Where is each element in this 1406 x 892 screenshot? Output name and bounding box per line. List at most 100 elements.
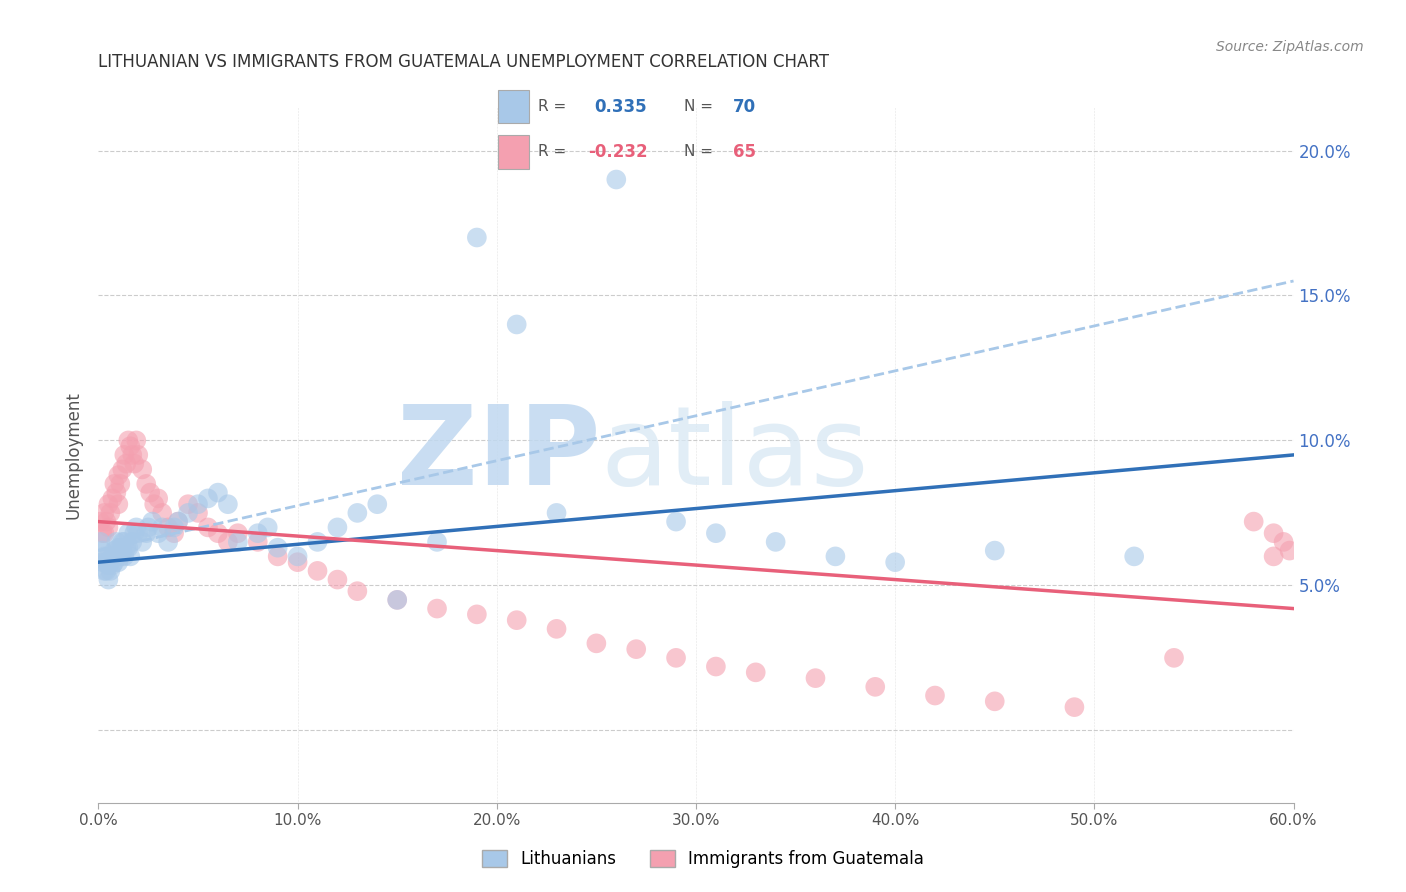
Point: [117, 541, 139, 555]
Text: atlas: atlas: [600, 401, 869, 508]
Point: [103, 476, 125, 491]
Point: [107, 468, 129, 483]
Point: [150, 506, 173, 520]
Point: [148, 526, 170, 541]
Point: [1278, 543, 1301, 558]
Point: [385, 592, 409, 607]
Point: [197, 520, 219, 534]
Point: [125, 434, 148, 448]
Point: [93, 526, 115, 541]
Point: [150, 520, 173, 534]
Point: [226, 534, 249, 549]
Point: [93, 506, 115, 520]
Point: [91, 555, 114, 569]
Point: [111, 534, 134, 549]
Point: [105, 485, 128, 500]
Point: [103, 555, 125, 569]
Point: [96, 564, 118, 578]
Point: [131, 534, 153, 549]
Point: [326, 573, 349, 587]
Point: [256, 520, 278, 534]
Point: [148, 491, 170, 506]
Point: [131, 462, 153, 476]
Point: [765, 534, 787, 549]
Point: [287, 549, 309, 564]
Point: [141, 515, 163, 529]
Point: [157, 534, 180, 549]
Point: [91, 543, 114, 558]
Point: [704, 526, 727, 541]
Point: [426, 601, 449, 615]
Point: [97, 558, 120, 573]
Point: [117, 434, 139, 448]
Point: [984, 694, 1007, 708]
Point: [307, 564, 329, 578]
Point: [267, 549, 290, 564]
Point: [704, 659, 727, 673]
Point: [465, 230, 488, 244]
Point: [100, 555, 122, 569]
Point: [426, 534, 449, 549]
Point: [97, 497, 120, 511]
Point: [100, 564, 122, 578]
Point: [665, 651, 688, 665]
Point: [167, 515, 190, 529]
Point: [112, 448, 135, 462]
Point: [125, 520, 148, 534]
Point: [546, 622, 568, 636]
Point: [101, 558, 124, 573]
Point: [96, 555, 118, 569]
Point: [506, 318, 529, 332]
Point: [110, 549, 132, 564]
Point: [665, 515, 688, 529]
Point: [246, 534, 269, 549]
Point: [110, 476, 132, 491]
Y-axis label: Unemployment: Unemployment: [65, 391, 83, 519]
Point: [93, 549, 115, 564]
Point: [111, 462, 134, 476]
Point: [91, 526, 114, 541]
Point: [105, 534, 128, 549]
Point: [127, 448, 149, 462]
Point: [101, 491, 124, 506]
Point: [110, 541, 132, 555]
Point: [366, 497, 388, 511]
Point: [143, 497, 166, 511]
Point: [307, 534, 329, 549]
Point: [984, 543, 1007, 558]
Point: [139, 485, 162, 500]
Point: [121, 448, 143, 462]
Text: 70: 70: [734, 98, 756, 116]
Point: [97, 573, 120, 587]
Point: [120, 549, 142, 564]
Point: [117, 526, 139, 541]
Point: [1263, 549, 1285, 564]
Point: [112, 549, 135, 564]
Point: [217, 534, 239, 549]
Point: [157, 520, 180, 534]
Point: [1163, 651, 1185, 665]
Point: [115, 457, 138, 471]
Point: [1243, 515, 1265, 529]
Text: R =: R =: [538, 145, 567, 160]
Point: [385, 592, 409, 607]
Text: LITHUANIAN VS IMMIGRANTS FROM GUATEMALA UNEMPLOYMENT CORRELATION CHART: LITHUANIAN VS IMMIGRANTS FROM GUATEMALA …: [98, 54, 830, 71]
Point: [135, 476, 157, 491]
Point: [97, 549, 120, 564]
Point: [626, 642, 648, 657]
Point: [124, 457, 146, 471]
Point: [187, 506, 209, 520]
Point: [267, 541, 290, 555]
Point: [107, 555, 129, 569]
Text: N =: N =: [683, 99, 713, 114]
Point: [465, 607, 488, 622]
Point: [1272, 534, 1295, 549]
Point: [97, 520, 120, 534]
Point: [605, 172, 627, 186]
Point: [1123, 549, 1146, 564]
Point: [177, 497, 200, 511]
Point: [1263, 526, 1285, 541]
Point: [124, 526, 146, 541]
Point: [506, 613, 529, 627]
Point: [585, 636, 607, 650]
